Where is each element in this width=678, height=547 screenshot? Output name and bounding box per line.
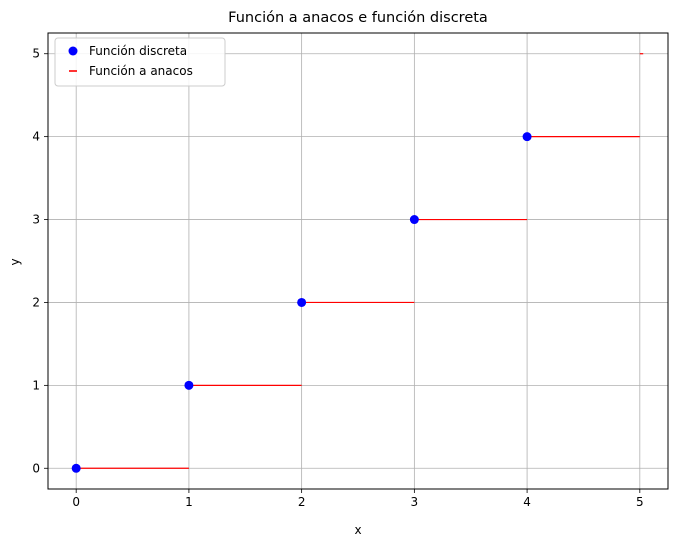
legend-label: Función a anacos	[89, 64, 193, 78]
y-tick-label: 2	[32, 295, 40, 309]
y-tick-label: 1	[32, 378, 40, 392]
scatter-point	[184, 380, 194, 390]
y-tick-label: 5	[32, 47, 40, 61]
scatter-point	[297, 297, 307, 307]
x-tick-label: 4	[523, 495, 531, 509]
axis-ticks: 0 1 2 3 4 5 0 1 2 3 4 5	[32, 47, 643, 509]
y-tick-label: 3	[32, 213, 40, 227]
legend: Función discreta Función a anacos	[54, 37, 226, 87]
plot-frame	[47, 32, 669, 490]
scatter-point	[409, 215, 419, 225]
y-axis-label: y	[8, 258, 22, 265]
legend-marker-discreta	[68, 46, 78, 56]
legend-label: Función discreta	[89, 44, 187, 58]
y-tick-label: 0	[32, 461, 40, 475]
x-tick-label: 3	[411, 495, 419, 509]
x-tick-label: 2	[298, 495, 306, 509]
legend-box	[54, 37, 226, 87]
chart-title: Función a anacos e función discreta	[228, 10, 488, 26]
scatter-point	[522, 132, 532, 142]
plot-marks	[71, 53, 644, 473]
grid	[48, 33, 668, 489]
x-tick-label: 5	[636, 495, 644, 509]
x-tick-label: 0	[72, 495, 80, 509]
scatter-point	[71, 463, 81, 473]
x-tick-label: 1	[185, 495, 193, 509]
x-axis-label: x	[354, 523, 361, 537]
y-tick-label: 4	[32, 130, 40, 144]
